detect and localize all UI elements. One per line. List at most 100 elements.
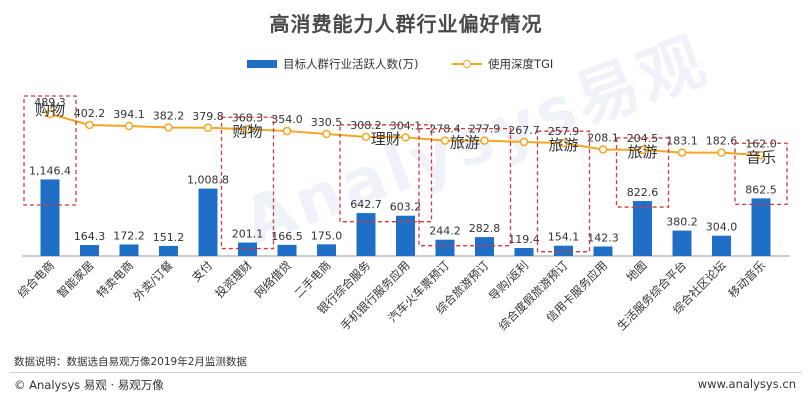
tgi-point (243, 125, 252, 134)
annotation-box (536, 130, 591, 253)
category-tick-label: 综合电商 (15, 258, 57, 300)
bar (80, 245, 99, 256)
tgi-point (164, 123, 173, 132)
bar-value-label: 172.2 (113, 229, 145, 242)
tgi-point (124, 121, 134, 131)
bar (277, 244, 297, 256)
bar (198, 188, 218, 256)
bar (238, 242, 257, 256)
tgi-value-label: 267.7 (508, 124, 540, 137)
tgi-point (519, 137, 529, 147)
tgi-value-label: 402.2 (74, 107, 106, 120)
bar (40, 179, 60, 256)
bar (435, 239, 455, 256)
bar (356, 213, 376, 256)
tgi-value-label: 183.1 (666, 135, 698, 148)
category-tick-label: 外卖/订餐 (130, 258, 176, 304)
annotation-box (23, 95, 77, 206)
legend-item-bar: 目标人群行业活跃人数(万) (247, 56, 418, 72)
annotation-label: 旅游 (548, 136, 578, 154)
tgi-value-label: 257.9 (548, 125, 580, 138)
tgi-point (717, 148, 726, 157)
tgi-value-label: 308.2 (350, 119, 382, 132)
tgi-point (282, 126, 292, 136)
tgi-value-label: 394.1 (113, 108, 145, 121)
tgi-point (401, 133, 410, 142)
legend-label-bar: 目标人群行业活跃人数(万) (283, 57, 419, 71)
annotation-label: 购物 (232, 122, 262, 140)
annotation-label: 旅游 (450, 134, 480, 152)
tgi-point (638, 145, 647, 155)
footer-divider (10, 372, 802, 373)
bar (593, 246, 613, 256)
data-note: 数据说明：数据选自易观万像2019年2月监测数据 (14, 356, 247, 368)
bar-value-label: 166.5 (271, 230, 303, 243)
category-tick-label: 特卖电商 (94, 258, 136, 300)
brand-logo-text: © Analysys 易观 · 易观万像 (14, 378, 164, 392)
annotation-label: 旅游 (627, 143, 657, 161)
bar-value-label: 142.3 (587, 231, 619, 244)
tgi-point (440, 136, 450, 145)
website-link[interactable]: www.analysys.cn (697, 377, 796, 391)
annotation-label: 音乐 (746, 148, 776, 166)
chart-title: 高消费能力人群行业偏好情况 (269, 12, 543, 36)
legend-label-line: 使用深度TGI (488, 57, 554, 71)
bar-value-label: 380.2 (666, 216, 698, 229)
category-tick-label: 地图 (623, 258, 649, 284)
bar-value-label: 1,008.8 (187, 174, 229, 187)
bar-value-label: 862.5 (745, 183, 777, 196)
tgi-value-label: 182.6 (706, 135, 738, 148)
bar (159, 245, 178, 256)
tgi-point (45, 109, 55, 119)
annotation-label: 购物 (35, 101, 65, 119)
bar (712, 235, 731, 256)
legend-bar-swatch (247, 60, 277, 68)
legend-line-swatch (452, 58, 482, 70)
tgi-value-label: 204.5 (627, 132, 659, 145)
bar (396, 215, 415, 256)
bar-value-label: 119.4 (508, 233, 540, 246)
category-tick-label: 生活服务综合平台 (614, 258, 689, 333)
tgi-point (361, 132, 371, 142)
legend: 目标人群行业活跃人数(万) 使用深度TGI (0, 56, 812, 76)
tgi-point (480, 136, 489, 145)
bar (475, 237, 494, 256)
tgi-point (203, 123, 213, 133)
tgi-value-label: 354.0 (271, 113, 303, 126)
bar-value-label: 1,146.4 (29, 164, 71, 177)
legend-item-line: 使用深度TGI (452, 56, 553, 72)
bar-value-label: 175.0 (311, 229, 343, 242)
tgi-value-label: 382.2 (153, 110, 185, 123)
bar (672, 230, 692, 256)
category-tick-label: 移动音乐 (726, 258, 769, 301)
bar (751, 198, 771, 256)
tgi-point (756, 151, 766, 160)
tgi-value-label: 208.1 (587, 131, 619, 144)
category-tick-label: 综合度假旅游预订 (496, 258, 571, 333)
bar-value-label: 244.2 (429, 225, 461, 238)
category-tick-label: 手机银行服务应用 (338, 258, 413, 333)
category-tick-label: 投资理财 (212, 258, 254, 300)
tgi-value-label: 379.8 (192, 110, 224, 123)
bar-value-label: 164.3 (74, 230, 106, 243)
bar-value-label: 151.2 (153, 231, 185, 244)
tgi-value-label: 330.5 (311, 116, 343, 129)
bar (554, 245, 573, 256)
tgi-value-label: 368.3 (232, 111, 264, 124)
tgi-value-label: 162.0 (745, 137, 777, 150)
bar-value-label: 282.8 (469, 222, 501, 235)
bar (119, 244, 139, 256)
tgi-point (322, 129, 331, 139)
annotation-box (615, 137, 670, 208)
bar-value-label: 154.1 (548, 231, 580, 244)
bar (514, 248, 534, 256)
bar-value-label: 822.6 (627, 186, 659, 199)
category-tick-label: 支付 (189, 258, 215, 284)
tgi-point (559, 138, 568, 148)
bar-value-label: 201.1 (232, 228, 264, 241)
bar-value-label: 642.7 (350, 198, 382, 211)
annotation-box (339, 124, 433, 223)
tgi-value-label: 278.4 (429, 123, 461, 136)
bar (633, 201, 652, 256)
